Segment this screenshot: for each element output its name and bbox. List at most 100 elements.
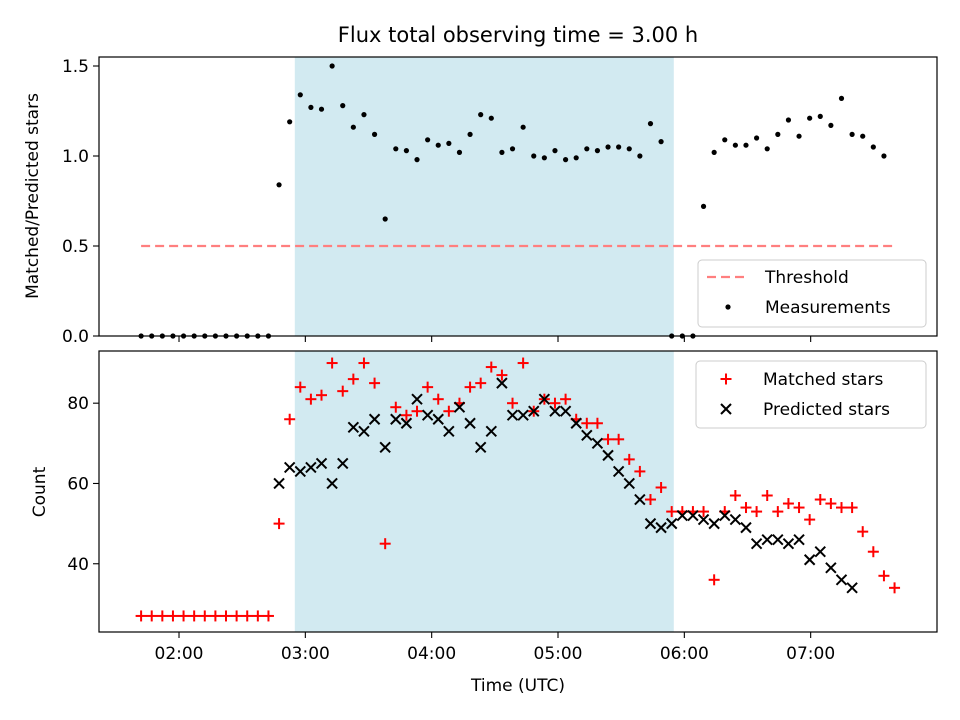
measurement-point xyxy=(828,122,834,128)
predicted-star-point xyxy=(390,413,402,425)
matched-star-point xyxy=(496,369,508,381)
predicted-star-point xyxy=(496,377,508,389)
legend-measurements-label: Measurements xyxy=(765,298,891,318)
matched-star-point xyxy=(422,381,434,393)
measurement-point xyxy=(764,146,770,152)
predicted-star-point xyxy=(326,477,338,490)
measurement-point xyxy=(499,149,505,155)
matched-star-point xyxy=(729,490,741,502)
predicted-star-point xyxy=(750,537,763,550)
predicted-star-point xyxy=(761,533,773,546)
measurement-point xyxy=(350,124,356,130)
measurement-point xyxy=(478,112,484,118)
matched-star-point xyxy=(146,610,158,622)
top-plot-frame xyxy=(98,56,938,337)
measurement-point xyxy=(637,153,643,159)
top-y-tick-label: 1.5 xyxy=(62,57,89,77)
matched-star-point xyxy=(698,506,710,518)
predicted-star-point xyxy=(337,457,349,470)
legend-predicted-label: Predicted stars xyxy=(763,400,890,420)
predicted-star-point xyxy=(612,465,625,478)
measurement-point xyxy=(467,131,473,137)
matched-star-point xyxy=(825,498,837,510)
predicted-star-point xyxy=(634,493,646,506)
predicted-star-point xyxy=(803,554,816,566)
measurement-point xyxy=(552,148,558,154)
predicted-star-point xyxy=(305,461,317,474)
top-panel: 0.0 0.5 1.0 1.5 Threshold Measurements xyxy=(62,56,938,347)
top-y-axis-label: Matched/Predicted stars xyxy=(23,93,43,299)
predicted-star-point xyxy=(347,421,360,433)
bottom-plot-frame xyxy=(98,350,938,633)
predicted-star-point xyxy=(676,509,689,522)
measurement-point xyxy=(509,146,516,152)
measurement-point xyxy=(329,63,335,69)
predicted-star-point xyxy=(835,574,848,586)
measurement-point xyxy=(594,148,601,154)
predicted-star-point xyxy=(697,513,710,526)
measurement-point xyxy=(371,131,378,137)
measurement-point xyxy=(393,146,399,152)
matched-star-point xyxy=(411,405,423,417)
matched-star-point xyxy=(347,373,359,385)
matched-star-point xyxy=(241,610,253,622)
matched-star-point xyxy=(655,481,667,493)
predicted-star-point xyxy=(273,477,285,490)
matched-star-point xyxy=(432,393,444,405)
predicted-star-point xyxy=(793,533,805,546)
predicted-star-point xyxy=(358,425,370,437)
predicted-star-point xyxy=(825,562,837,574)
measurement-point xyxy=(616,144,622,150)
top-legend: Threshold Measurements xyxy=(697,259,927,328)
matched-star-point xyxy=(507,397,519,409)
measurement-point xyxy=(807,115,813,121)
measurement-point xyxy=(711,149,717,155)
predicted-star-point xyxy=(729,513,742,526)
predicted-star-point xyxy=(814,546,826,558)
matched-star-point xyxy=(560,393,572,405)
measurement-point xyxy=(318,106,325,112)
predicted-star-point xyxy=(506,409,519,421)
measurement-point xyxy=(626,146,632,152)
predicted-star-point xyxy=(623,477,635,490)
predicted-star-point xyxy=(719,509,731,522)
x-tick-label: 03:00 xyxy=(281,644,330,664)
predicted-star-point xyxy=(782,537,795,550)
measurement-point xyxy=(425,137,431,143)
matched-star-point xyxy=(400,409,412,421)
measurement-point xyxy=(488,115,494,121)
matched-star-point xyxy=(167,610,179,622)
matched-star-point xyxy=(666,506,678,518)
measurement-point xyxy=(308,104,314,110)
measurement-point xyxy=(605,144,611,150)
measurement-point xyxy=(414,157,420,163)
matched-star-point xyxy=(475,377,487,389)
matched-star-point xyxy=(337,385,349,397)
measurement-point xyxy=(870,144,876,150)
matched-star-point xyxy=(156,610,168,622)
matched-star-point xyxy=(178,610,190,622)
legend-threshold-label: Threshold xyxy=(764,268,849,288)
matched-star-point xyxy=(878,570,890,582)
matched-star-point xyxy=(857,526,869,538)
measurement-point xyxy=(573,155,579,161)
measurement-point xyxy=(796,133,802,139)
measurement-point xyxy=(658,139,664,145)
measurement-point xyxy=(722,137,728,143)
matched-star-point xyxy=(188,610,200,622)
matched-star-point xyxy=(220,610,232,622)
bottom-y-tick-label: 60 xyxy=(67,474,89,494)
matched-star-point xyxy=(793,502,805,514)
x-tick-label: 06:00 xyxy=(660,644,709,664)
measurement-point xyxy=(838,95,845,101)
measurement-point xyxy=(276,182,282,188)
predicted-star-point xyxy=(644,517,657,530)
bottom-y-axis-label: Count xyxy=(30,466,50,517)
matched-star-point xyxy=(772,506,784,518)
predicted-star-point xyxy=(315,457,328,470)
predicted-star-point xyxy=(846,582,858,594)
predicted-star-point xyxy=(708,517,720,530)
predicted-star-point xyxy=(432,413,444,425)
predicted-star-point xyxy=(591,437,604,450)
top-y-tick-label: 0.5 xyxy=(62,237,89,257)
